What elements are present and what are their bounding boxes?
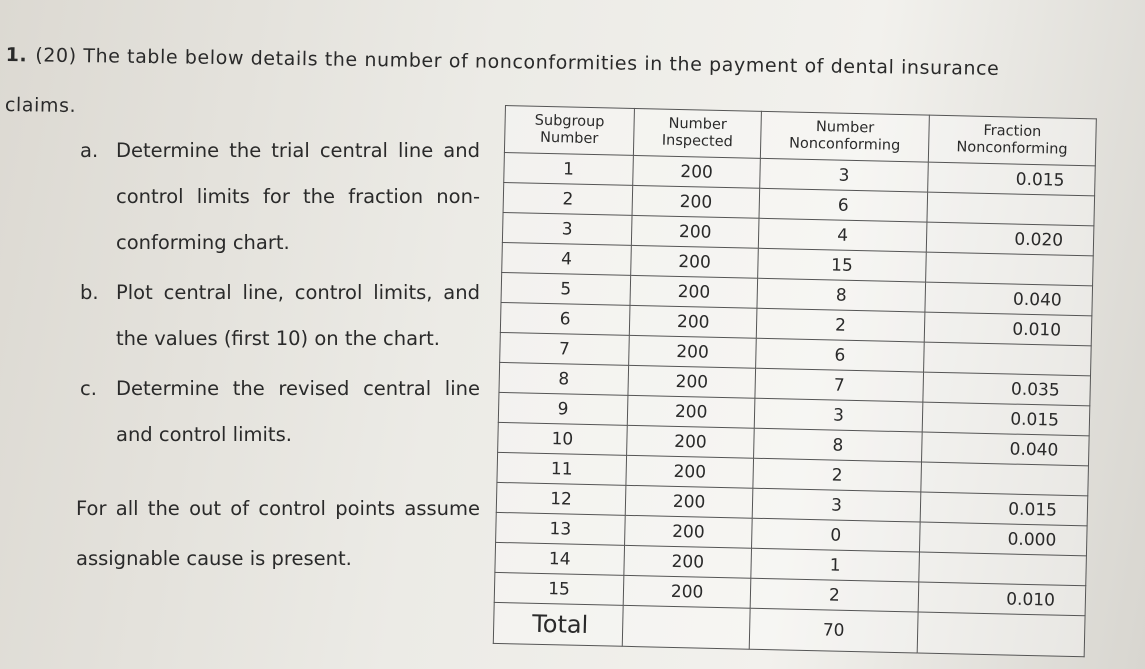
- table-cell: 6: [755, 338, 924, 373]
- table-cell: 3: [754, 398, 923, 433]
- table-cell: 200: [623, 545, 752, 579]
- table-cell: 15: [757, 248, 927, 283]
- table-cell: 3: [759, 158, 929, 193]
- table-cell: 3: [752, 488, 921, 523]
- table-cell: 200: [623, 575, 752, 609]
- table-cell: [916, 611, 1086, 657]
- table-cell: 0.010: [923, 312, 1092, 346]
- question-text: (20) The table below details the number …: [4, 44, 1000, 117]
- table-cell: 200: [627, 365, 756, 399]
- table-cell: 0.015: [919, 492, 1088, 526]
- table-cell: 14: [494, 542, 625, 576]
- column-header: Number Inspected: [633, 108, 762, 159]
- table-cell: 0.020: [926, 222, 1094, 256]
- data-table: Subgroup Number Number Inspected Number No…: [492, 105, 1097, 658]
- column-header: Number Nonconforming: [760, 111, 930, 163]
- table-cell: 2: [503, 182, 633, 216]
- table-cell: 200: [629, 275, 758, 309]
- table-cell: [622, 605, 751, 650]
- column-header: Subgroup Number: [504, 105, 635, 156]
- table-cell: 2: [753, 458, 922, 493]
- part-text: Determine the revised central line and c…: [116, 377, 480, 446]
- table-cell: 6: [759, 188, 928, 223]
- table-cell: 7: [499, 332, 630, 366]
- part-label: c.: [80, 377, 97, 400]
- question-number: 1.: [5, 43, 28, 67]
- part: c. Determine the revised central line and…: [80, 366, 480, 458]
- table-cell: 8: [757, 278, 926, 313]
- part: a. Determine the trial central line and c…: [80, 128, 480, 266]
- table-cell: 13: [495, 512, 626, 546]
- table-cell: [925, 252, 1094, 286]
- part-label: a.: [80, 139, 99, 162]
- table-cell: 0.035: [922, 372, 1091, 406]
- table-cell: 200: [625, 455, 754, 489]
- table-cell: [926, 192, 1095, 226]
- question-parts: a. Determine the trial central line and c…: [76, 128, 480, 584]
- part-text: Determine the trial central line and con…: [116, 139, 480, 254]
- table-cell: 0.015: [921, 402, 1090, 436]
- table-cell: 0.040: [924, 282, 1093, 316]
- table-cell: 0.015: [927, 162, 1096, 196]
- part: b. Plot central line, control limits, and…: [80, 270, 480, 362]
- table-cell: 1: [751, 548, 920, 583]
- table-body: 1 200 3 0.015 2 200 6 3 200 4 0.020 4 200 15 5 200 8 0.04…: [493, 152, 1096, 657]
- part-label: b.: [80, 281, 99, 304]
- table-cell: 4: [758, 218, 927, 253]
- table-cell: [923, 342, 1092, 376]
- table-cell: 10: [497, 422, 628, 456]
- table-cell: 0.010: [917, 582, 1086, 616]
- table-cell: 5: [501, 272, 631, 306]
- table-cell: 200: [625, 485, 754, 519]
- table-cell: 8: [498, 362, 629, 396]
- table-cell: 6: [500, 302, 630, 336]
- table-cell: 200: [630, 245, 759, 279]
- table-cell: 200: [626, 425, 755, 459]
- table-cell: 2: [756, 308, 925, 343]
- table-cell: 9: [498, 392, 628, 426]
- table-cell: 200: [627, 395, 756, 429]
- part-text: Plot central line, control limits, and t…: [116, 281, 480, 350]
- table-cell: [920, 462, 1089, 496]
- table-cell: 11: [496, 452, 627, 486]
- column-header: Fraction Nonconforming: [928, 115, 1097, 166]
- table-cell: [918, 552, 1087, 586]
- table-cell: 0.040: [921, 432, 1090, 466]
- note: For all the out of control points assume…: [76, 497, 480, 570]
- table-cell: 4: [501, 242, 632, 276]
- table-cell: 200: [631, 185, 760, 219]
- table-cell: 15: [494, 572, 624, 606]
- table-cell: 0.000: [919, 522, 1088, 556]
- table-cell: 200: [632, 155, 761, 189]
- table-cell: 1: [503, 152, 634, 186]
- table-cell: 12: [496, 482, 626, 516]
- total-label: Total: [493, 602, 624, 647]
- table-cell: 200: [629, 305, 758, 339]
- table-cell: 3: [502, 212, 632, 246]
- table-cell: 2: [750, 578, 919, 612]
- table-cell: 200: [628, 335, 757, 369]
- table-cell: 7: [755, 368, 924, 403]
- table-cell: 200: [624, 515, 753, 549]
- table-cell: 200: [631, 215, 760, 249]
- table-cell: 8: [753, 428, 922, 463]
- total-value: 70: [749, 608, 918, 653]
- table-cell: 0: [751, 518, 920, 553]
